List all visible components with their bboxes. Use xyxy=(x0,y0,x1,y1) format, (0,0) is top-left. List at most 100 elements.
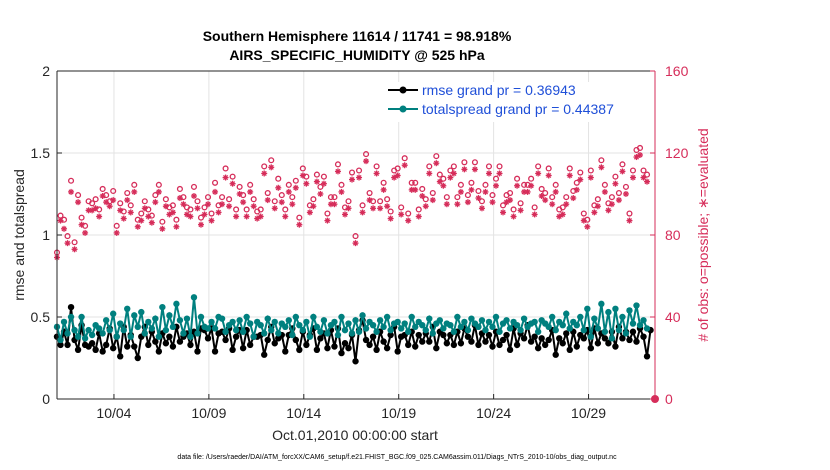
totalspread-point xyxy=(99,330,106,337)
rmse-point xyxy=(155,348,163,355)
obs-evaluated-stroke xyxy=(489,199,496,205)
legend-box xyxy=(384,82,650,122)
obs-possible-point xyxy=(110,187,117,195)
obs-evaluated-stroke xyxy=(377,205,383,211)
obs-evaluated-stroke xyxy=(96,213,102,220)
rmse-point xyxy=(109,344,117,352)
totalspread-point xyxy=(74,333,82,340)
obs-possible-point xyxy=(401,155,408,162)
rmse-point xyxy=(587,344,595,352)
obs-evaluated-point xyxy=(215,209,222,216)
obs-evaluated-point xyxy=(226,203,233,210)
obs-evaluated-point xyxy=(148,219,155,226)
obs-evaluated-stroke xyxy=(240,199,246,205)
rmse-point xyxy=(296,346,303,353)
totalspread-point xyxy=(106,326,113,334)
obs-possible-point xyxy=(408,179,415,186)
totalspread-point xyxy=(520,315,528,322)
obs-possible-point xyxy=(640,167,647,174)
obs-evaluated-stroke xyxy=(307,209,313,215)
obs-possible-point xyxy=(626,210,633,217)
rmse-point xyxy=(331,343,338,350)
obs-evaluated-stroke xyxy=(124,197,130,203)
obs-evaluated-stroke xyxy=(384,203,390,209)
rmse-point xyxy=(513,341,521,349)
totalspread-point xyxy=(187,333,194,340)
obs-evaluated-stroke xyxy=(103,199,109,205)
obs-evaluated-stroke xyxy=(637,152,643,158)
obs-possible-point xyxy=(601,181,608,188)
rmse-point xyxy=(229,346,236,353)
obs-evaluated-stroke xyxy=(268,164,274,170)
totalspread-point xyxy=(243,313,250,321)
totalspread-point xyxy=(608,335,616,342)
obs-evaluated-stroke xyxy=(345,205,352,211)
obs-possible-point xyxy=(454,194,461,201)
obs-evaluated-point xyxy=(608,201,615,208)
totalspread-point xyxy=(492,313,500,321)
obs-possible-point xyxy=(317,183,324,190)
totalspread-point xyxy=(102,317,110,324)
totalspread-point xyxy=(489,323,496,331)
rmse-point xyxy=(443,340,451,347)
totalspread-point xyxy=(559,322,566,329)
totalspread-point xyxy=(57,336,64,344)
obs-evaluated-point xyxy=(552,188,559,195)
totalspread-point xyxy=(545,323,552,331)
obs-evaluated-stroke xyxy=(279,199,285,205)
obs-evaluated-point xyxy=(531,211,538,218)
rmse-point xyxy=(292,336,300,344)
obs-possible-point xyxy=(233,206,240,213)
obs-evaluated-point xyxy=(250,203,257,210)
rmse-point xyxy=(506,346,514,353)
totalspread-point xyxy=(152,315,159,322)
obs-evaluated-point xyxy=(594,203,601,210)
obs-evaluated-stroke xyxy=(525,189,531,195)
y-axis-right-label: # of obs: o=possible; ∗=evaluated xyxy=(695,128,711,341)
obs-evaluated-stroke xyxy=(496,170,503,177)
obs-evaluated-stroke xyxy=(528,183,534,189)
obs-possible-point xyxy=(127,202,134,209)
rmse-point xyxy=(426,338,433,345)
obs-evaluated-stroke xyxy=(416,213,422,220)
obs-possible-point xyxy=(201,204,208,211)
x-tick-label: 10/09 xyxy=(191,405,226,421)
obs-evaluated-stroke xyxy=(570,195,576,201)
totalspread-point xyxy=(176,317,184,324)
obs-possible-point xyxy=(542,190,549,197)
obs-evaluated-stroke xyxy=(152,199,158,205)
totalspread-point xyxy=(640,317,647,324)
totalspread-point xyxy=(496,328,503,335)
obs-evaluated-stroke xyxy=(275,185,281,191)
totalspread-point xyxy=(577,313,584,321)
obs-evaluated-point xyxy=(622,190,629,197)
obs-possible-point xyxy=(89,200,96,207)
rmse-point xyxy=(499,336,507,344)
totalspread-point xyxy=(594,325,602,332)
obs-possible-point xyxy=(226,196,233,203)
obs-evaluated-stroke xyxy=(367,197,373,203)
rmse-point xyxy=(152,338,159,345)
obs-evaluated-stroke xyxy=(359,209,366,215)
obs-evaluated-stroke xyxy=(419,193,425,199)
obs-evaluated-stroke xyxy=(433,160,439,166)
y-left-tick-label: 0.5 xyxy=(31,309,51,325)
obs-possible-point xyxy=(387,208,394,215)
obs-evaluated-stroke xyxy=(465,199,471,205)
obs-evaluated-point xyxy=(377,205,384,212)
totalspread-point xyxy=(173,300,180,308)
obs-evaluated-point xyxy=(264,197,271,204)
obs-evaluated-point xyxy=(471,166,478,173)
obs-evaluated-stroke xyxy=(79,222,85,228)
x-tick-label: 10/29 xyxy=(571,405,606,421)
obs-possible-point xyxy=(619,161,626,168)
rmse-point xyxy=(204,335,212,342)
obs-evaluated-point xyxy=(514,182,521,189)
rmse-point xyxy=(594,340,602,347)
obs-possible-point xyxy=(615,190,622,197)
totalspread-point xyxy=(85,326,92,334)
obs-evaluated-point xyxy=(61,225,68,232)
obs-possible-point xyxy=(398,204,405,211)
obs-evaluated-stroke xyxy=(166,211,172,218)
obs-evaluated-point xyxy=(405,217,412,224)
